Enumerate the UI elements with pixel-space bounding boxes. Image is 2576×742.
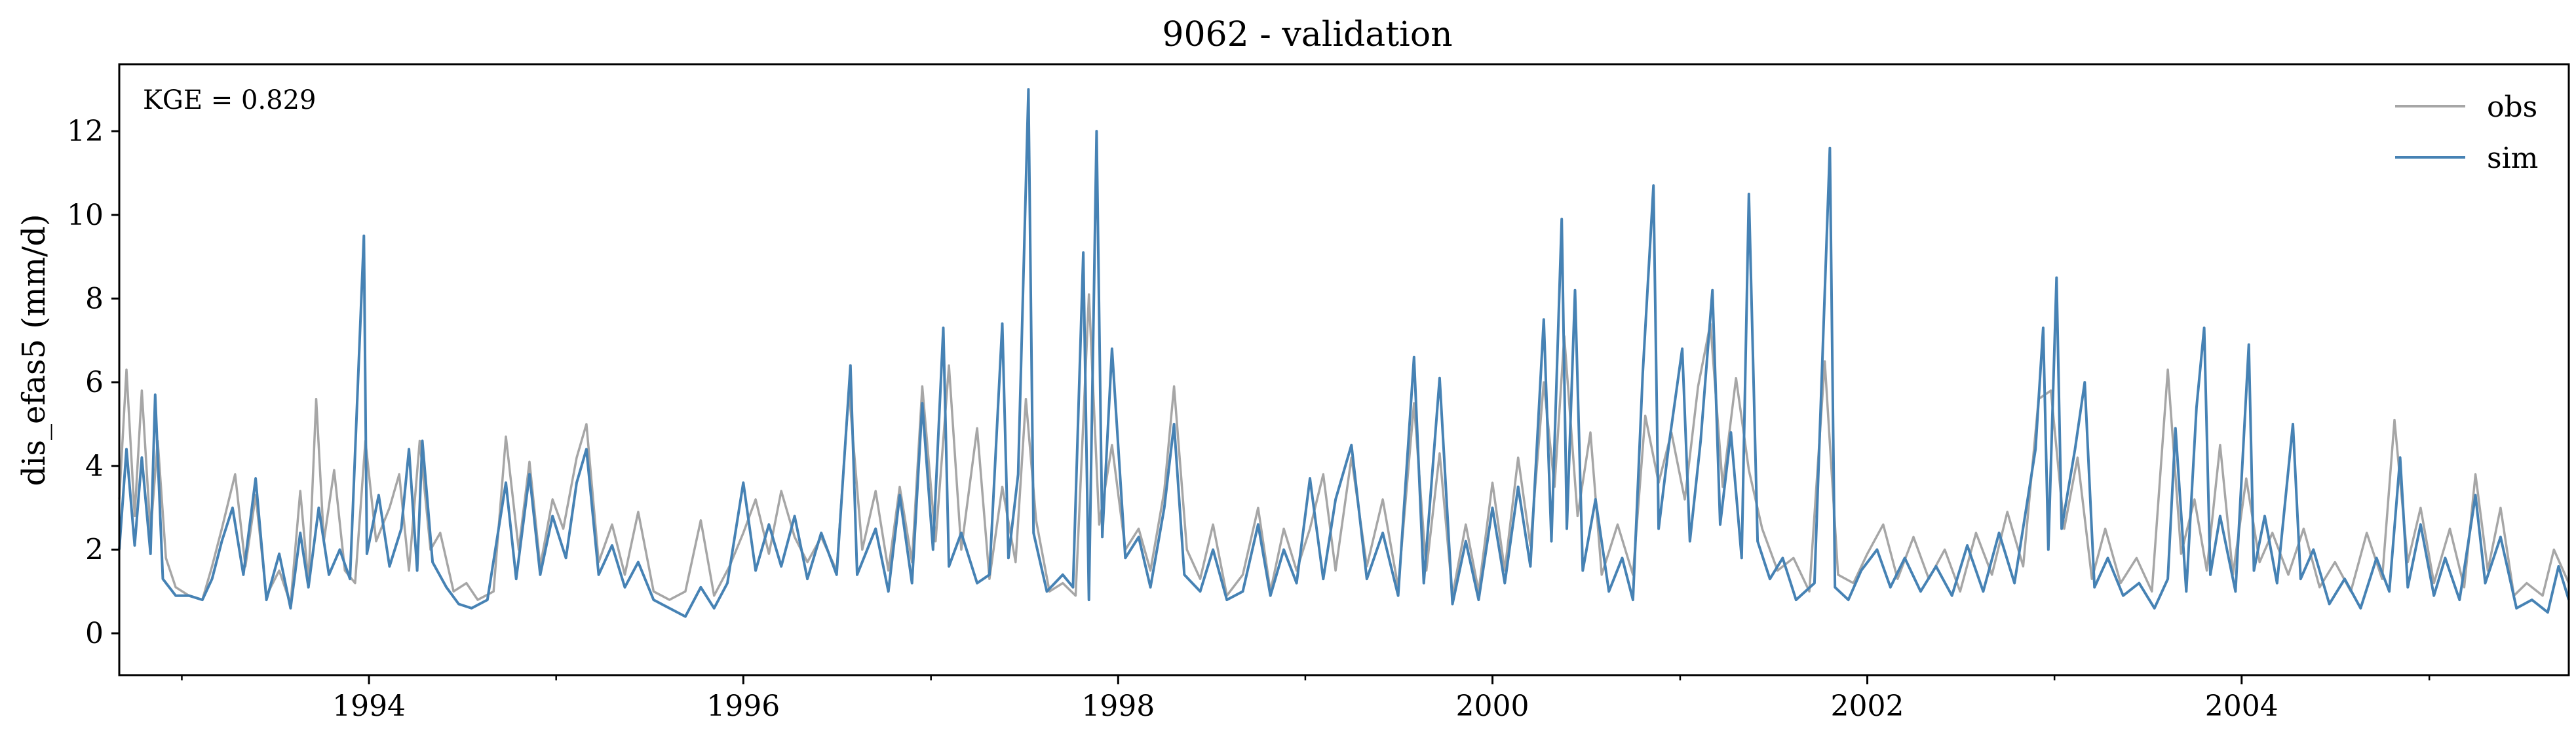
series-line-sim xyxy=(118,88,2570,618)
x-tick-label: 2000 xyxy=(1456,690,1529,723)
x-tick-label: 1994 xyxy=(332,690,406,723)
plot-area xyxy=(118,88,2570,618)
y-axis-label: dis_efas5 (mm/d) xyxy=(16,214,52,486)
y-tick-label: 8 xyxy=(85,282,104,315)
y-tick-label: 2 xyxy=(85,533,104,566)
y-tick-label: 0 xyxy=(85,617,104,650)
x-tick-label: 2004 xyxy=(2205,690,2278,723)
y-tick-label: 4 xyxy=(85,450,104,483)
x-axis-ticks: 1994 1996 1998 2000 2002 2004 xyxy=(181,675,2431,723)
x-tick-label: 1996 xyxy=(706,690,780,723)
series-layer xyxy=(118,88,2570,618)
plot-frame xyxy=(118,63,2570,676)
legend-label-sim: sim xyxy=(2487,142,2538,175)
y-axis-ticks: 0 2 4 6 8 10 12 xyxy=(67,115,119,650)
legend-label-obs: obs xyxy=(2487,90,2537,124)
chart-title: 9062 - validation xyxy=(1162,15,1452,54)
kge-annotation: KGE = 0.829 xyxy=(143,85,317,115)
x-tick-label: 1998 xyxy=(1081,690,1155,723)
legend: obs sim xyxy=(2395,90,2538,175)
y-tick-label: 12 xyxy=(67,115,104,148)
y-tick-label: 10 xyxy=(67,199,104,232)
x-tick-label: 2002 xyxy=(1831,690,1904,723)
series-line-obs xyxy=(118,293,2570,606)
y-tick-label: 6 xyxy=(85,366,104,399)
